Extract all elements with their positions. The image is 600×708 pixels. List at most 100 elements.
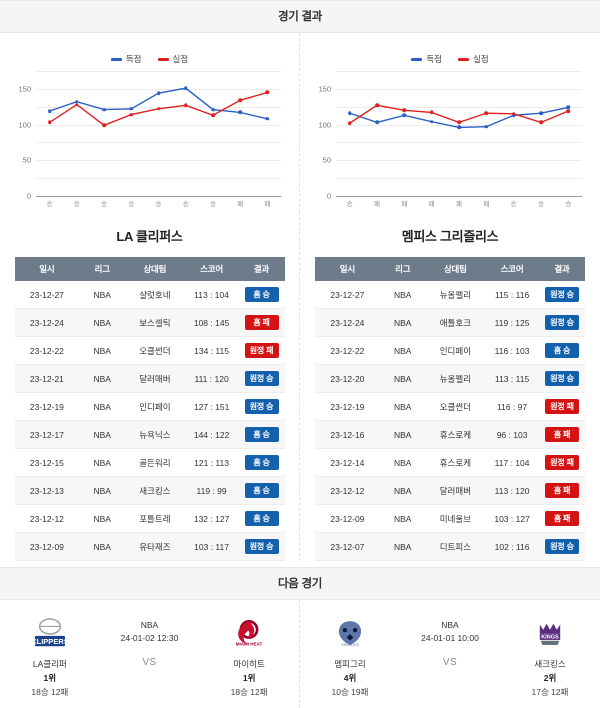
series-line-득점	[350, 107, 569, 127]
cell-opponent: 보스셀틱	[125, 308, 185, 337]
data-point	[375, 120, 379, 125]
data-point	[402, 108, 407, 113]
table-row[interactable]: 23-12-22 NBA 인디페이 116 : 103 홈 승	[315, 336, 585, 365]
data-point	[539, 111, 543, 115]
cell-opponent: 휴스로케	[425, 448, 486, 477]
x-axis-tick-label: 승	[538, 201, 544, 208]
cell-date: 23-12-24	[315, 308, 380, 337]
cell-opponent: 인디페이	[425, 336, 486, 365]
data-point	[75, 99, 79, 104]
next-game-team-away[interactable]: MIAMI HEAT 마이히트 1위 18승 12패	[210, 614, 288, 698]
cell-league: NBA	[379, 308, 426, 337]
cell-result: 홈 승	[539, 336, 585, 365]
cell-opponent: 인디페이	[125, 392, 185, 421]
cell-league: NBA	[79, 308, 126, 337]
next-game-card[interactable]: CLIPPERS LA클리퍼 1위 18승 12패 NBA 24-01-02 12:30 V…	[0, 600, 300, 708]
next-game-card[interactable]: GRIZZLIES 멤피그리 4위 10승 19패 NBA 24-01-01 10:00 V…	[300, 600, 600, 708]
chart-panel-left: 득점 실점 0 50 100 150 승 승 승 승 승 승 승 패 패	[0, 33, 300, 212]
cell-league: NBA	[79, 504, 126, 533]
x-axis-tick-label: 패	[401, 201, 408, 208]
table-row[interactable]: 23-12-14 NBA 휴스로케 117 : 104 원정 패	[315, 448, 585, 477]
cell-score: 119 : 99	[184, 476, 239, 505]
legend-label-conceded: 실점	[473, 54, 489, 64]
table-row[interactable]: 23-12-20 NBA 뉴올펠리 113 : 115 원정 승	[315, 364, 585, 393]
table-row[interactable]: 23-12-09 NBA 유타재즈 103 : 117 원정 승	[14, 532, 285, 561]
next-game-datetime: 24-01-02 12:30	[120, 633, 179, 643]
cell-league: NBA	[79, 532, 126, 561]
table-row[interactable]: 23-12-24 NBA 보스셀틱 108 : 145 홈 패	[14, 308, 285, 337]
cell-date: 23-12-13	[14, 476, 80, 505]
table-row[interactable]: 23-12-27 NBA 뉴올펠리 115 : 116 원정 승	[315, 281, 585, 309]
table-row[interactable]: 23-12-15 NBA 골든워리 121 : 113 홈 승	[14, 448, 285, 477]
cell-date: 23-12-17	[14, 420, 80, 449]
line-chart-right: 0 50 100 150	[318, 71, 582, 201]
data-point	[347, 121, 352, 125]
data-point	[102, 123, 106, 128]
cell-date: 23-12-19	[315, 392, 380, 421]
table-row[interactable]: 23-12-24 NBA 애틀호크 119 : 125 원정 승	[315, 308, 585, 337]
cell-opponent: 디트피스	[425, 532, 486, 561]
data-point	[129, 107, 134, 111]
legend-item-score: 득점	[411, 53, 442, 65]
x-axis-line	[336, 196, 582, 197]
cell-league: NBA	[79, 281, 126, 309]
table-row[interactable]: 23-12-13 NBA 새크킹스 119 : 99 홈 승	[14, 476, 285, 505]
cell-opponent: 휴스로케	[425, 420, 486, 449]
table-row[interactable]: 23-12-19 NBA 오클썬더 116 : 97 원정 패	[315, 392, 585, 421]
cell-result: 홈 승	[238, 281, 285, 309]
cell-score: 108 : 145	[184, 308, 239, 337]
table-row[interactable]: 23-12-12 NBA 포틀트레 132 : 127 홈 승	[14, 504, 285, 533]
table-row[interactable]: 23-12-07 NBA 디트피스 102 : 116 원정 승	[315, 532, 585, 561]
kings-logo: KINGS	[511, 614, 589, 654]
table-header-row: 일시 리그 상대팀 스코어 결과	[14, 257, 285, 281]
chart-panel-right: 득점 실점 0 50 100 150 승 패 패 패 패 패 승 승 승	[300, 33, 600, 212]
table-row[interactable]: 23-12-16 NBA 휴스로케 96 : 103 홈 패	[315, 420, 585, 449]
cell-league: NBA	[379, 392, 426, 421]
cell-date: 23-12-27	[14, 281, 80, 309]
x-axis-tick-label: 패	[428, 201, 435, 208]
next-game-team-home[interactable]: GRIZZLIES 멤피그리 4위 10승 19패	[311, 614, 389, 698]
line-chart-left: 0 50 100 150	[18, 71, 281, 201]
cell-score: 113 : 104	[184, 281, 239, 309]
result-badge: 홈 승	[545, 343, 580, 358]
cell-score: 103 : 117	[184, 532, 239, 561]
table-row[interactable]: 23-12-27 NBA 샬럿호네 113 : 104 홈 승	[14, 281, 285, 309]
next-game-vs-label: VS	[142, 657, 157, 668]
column-header-score: 스코어	[184, 257, 239, 281]
gridline	[36, 160, 281, 162]
table-row[interactable]: 23-12-12 NBA 달러매버 113 : 120 홈 패	[315, 476, 585, 505]
x-axis-tick-label: 승	[101, 201, 108, 208]
table-row[interactable]: 23-12-22 NBA 오클썬더 134 : 115 원정 패	[14, 336, 285, 365]
data-point	[211, 113, 215, 118]
x-axis-tick-label: 승	[73, 201, 80, 208]
data-point	[375, 103, 379, 108]
clippers-logo: CLIPPERS	[11, 614, 89, 654]
chart-legend-left: 득점 실점	[10, 39, 289, 71]
legend-swatch-score	[411, 57, 423, 61]
next-game-league: NBA	[140, 620, 159, 630]
next-game-team-home[interactable]: CLIPPERS LA클리퍼 1위 18승 12패	[11, 614, 89, 698]
result-badge: 홈 승	[244, 483, 279, 498]
result-badge: 홈 패	[545, 427, 580, 442]
legend-label-score: 득점	[426, 54, 442, 64]
table-row[interactable]: 23-12-19 NBA 인디페이 127 : 151 원정 승	[14, 392, 285, 421]
cell-date: 23-12-19	[14, 392, 80, 421]
cell-date: 23-12-12	[315, 476, 380, 505]
data-point	[484, 111, 489, 115]
next-section-header: 다음 경기	[0, 567, 600, 600]
cell-result: 원정 승	[539, 532, 585, 561]
cell-league: NBA	[79, 392, 126, 421]
table-row[interactable]: 23-12-09 NBA 미네울브 103 : 127 홈 패	[315, 504, 585, 533]
cell-opponent: 새크킹스	[125, 476, 185, 505]
result-badge: 홈 승	[244, 427, 279, 442]
cell-score: 103 : 127	[485, 504, 540, 533]
cell-result: 원정 승	[539, 308, 585, 337]
next-game-team-away[interactable]: KINGS 새크킹스 2위 17승 12패	[511, 614, 589, 698]
table-row[interactable]: 23-12-17 NBA 뉴욕닉스 144 : 122 홈 승	[14, 420, 285, 449]
next-game-team-record: 10승 19패	[331, 687, 369, 697]
gridline	[36, 178, 281, 180]
table-row[interactable]: 23-12-21 NBA 달러매버 111 : 120 원정 승	[14, 364, 285, 393]
data-point	[484, 124, 489, 129]
column-header-date: 일시	[315, 257, 380, 281]
